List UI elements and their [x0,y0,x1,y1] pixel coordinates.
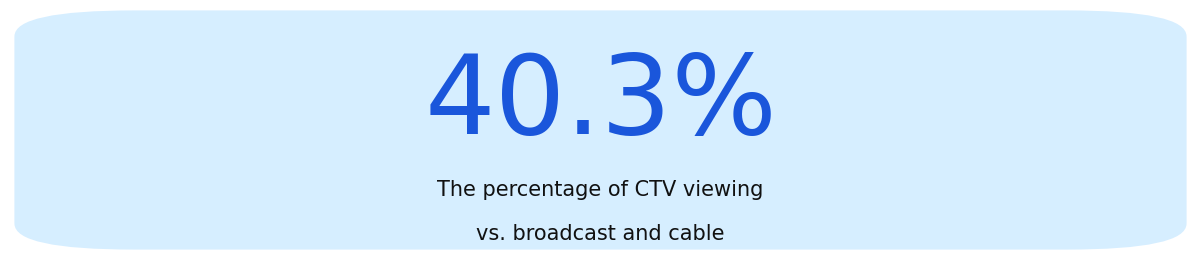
Text: The percentage of CTV viewing: The percentage of CTV viewing [437,180,764,200]
Text: 40.3%: 40.3% [424,50,777,158]
FancyBboxPatch shape [14,10,1187,250]
Text: vs. broadcast and cable: vs. broadcast and cable [477,224,724,244]
